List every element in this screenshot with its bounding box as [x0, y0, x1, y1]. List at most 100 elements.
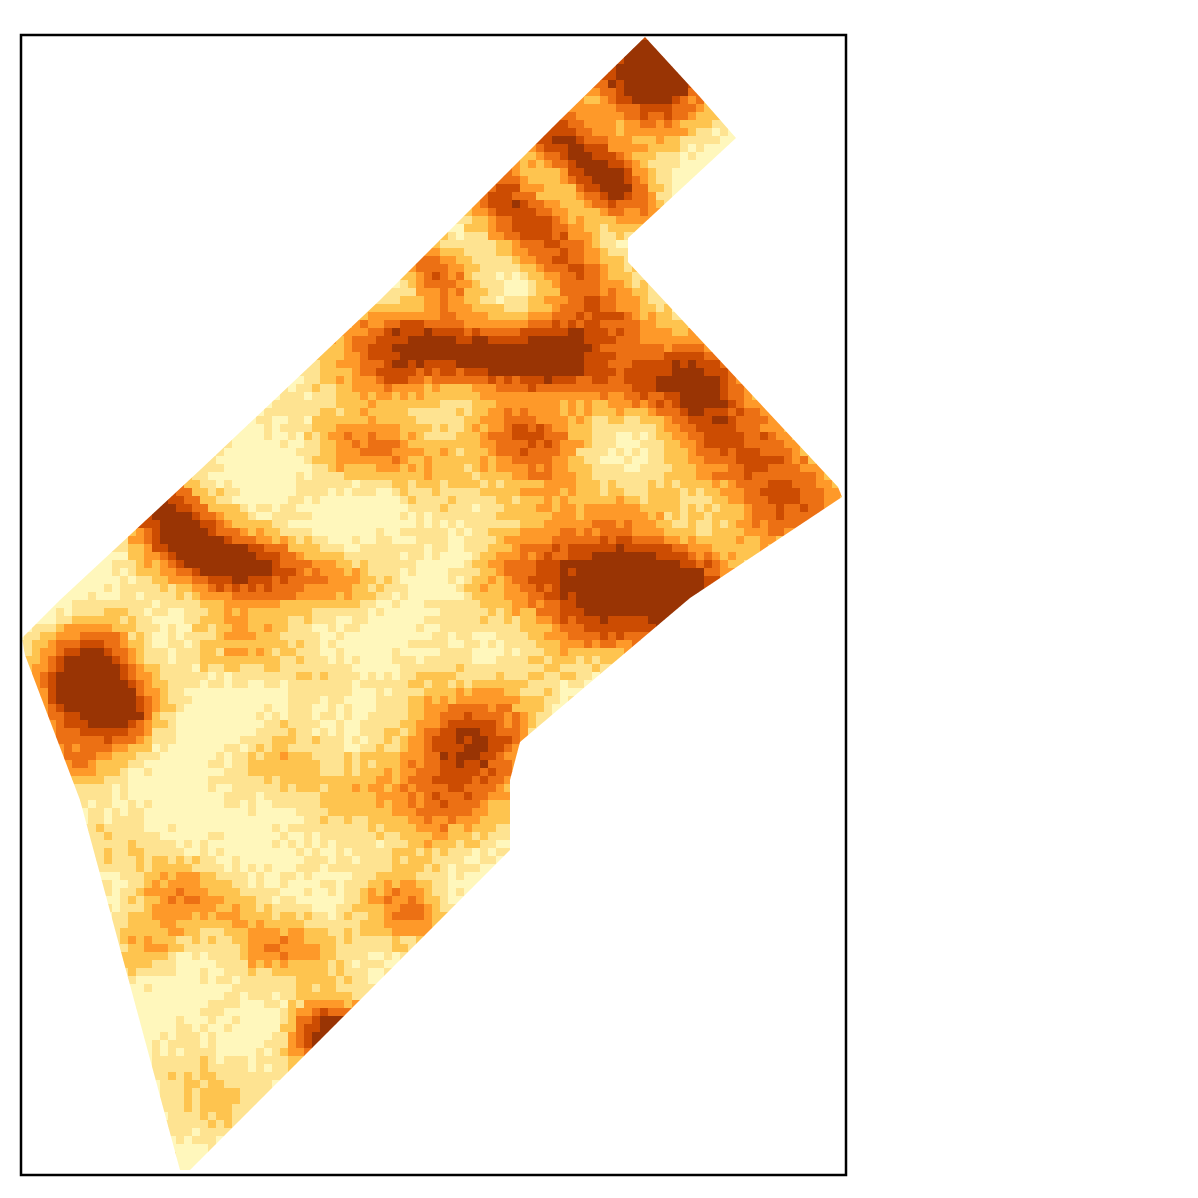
heatmap-cell: [384, 320, 393, 329]
heatmap-cell: [456, 256, 465, 265]
heatmap-cell: [400, 384, 409, 393]
heatmap-cell: [568, 352, 577, 361]
heatmap-cell: [576, 376, 585, 385]
heatmap-cell: [456, 336, 465, 345]
heatmap-cell: [544, 400, 553, 409]
heatmap-cell: [632, 208, 641, 217]
heatmap-cell: [520, 288, 529, 297]
heatmap-cell: [440, 312, 449, 321]
heatmap-cell: [368, 320, 377, 329]
heatmap-cell: [408, 376, 417, 385]
heatmap-cell: [560, 136, 569, 145]
heatmap-cell: [512, 208, 521, 217]
heatmap-cell: [464, 368, 473, 377]
heatmap-cell: [424, 280, 433, 289]
heatmap-cell: [608, 264, 617, 273]
heatmap-cell: [464, 400, 473, 409]
heatmap-cell: [560, 200, 569, 209]
heatmap-cell: [696, 344, 705, 353]
heatmap-cell: [480, 264, 489, 273]
heatmap-cell: [640, 176, 649, 185]
heatmap-cell: [584, 232, 593, 241]
heatmap-cell: [440, 376, 449, 385]
heatmap-cell: [416, 320, 425, 329]
heatmap-cell: [528, 376, 537, 385]
heatmap-cell: [368, 352, 377, 361]
heatmap-cell: [544, 376, 553, 385]
heatmap-cell: [640, 208, 649, 217]
heatmap-cell: [592, 112, 601, 121]
heatmap-cell: [560, 192, 569, 201]
heatmap-cell: [488, 304, 497, 313]
heatmap-cell: [392, 344, 401, 353]
heatmap-cell: [488, 400, 497, 409]
heatmap-cell: [560, 240, 569, 249]
heatmap-cell: [400, 280, 409, 289]
heatmap-cell: [584, 264, 593, 273]
heatmap-cell: [368, 400, 377, 409]
heatmap-cell: [472, 352, 481, 361]
heatmap-cell: [544, 328, 553, 337]
heatmap-cell: [368, 392, 377, 401]
heatmap-cell: [632, 288, 641, 297]
heatmap-cell: [624, 368, 633, 377]
heatmap-cell: [416, 360, 425, 369]
heatmap-cell: [624, 280, 633, 289]
heatmap-cell: [424, 328, 433, 337]
heatmap-cell: [640, 296, 649, 305]
heatmap-cell: [584, 152, 593, 161]
heatmap-cell: [552, 304, 561, 313]
heatmap-cell: [568, 392, 577, 401]
heatmap-cell: [608, 312, 617, 321]
heatmap-cell: [568, 184, 577, 193]
heatmap-cell: [544, 384, 553, 393]
heatmap-cell: [696, 400, 705, 409]
heatmap-cell: [440, 288, 449, 297]
heatmap-cell: [632, 392, 641, 401]
heatmap-cell: [288, 392, 297, 401]
heatmap-cell: [552, 248, 561, 257]
heatmap-cell: [536, 256, 545, 265]
heatmap-cell: [616, 352, 625, 361]
heatmap-cell: [512, 224, 521, 233]
heatmap-cell: [664, 88, 673, 97]
heatmap-cell: [624, 104, 633, 113]
heatmap-cell: [576, 344, 585, 353]
heatmap-cell: [576, 400, 585, 409]
heatmap-cell: [640, 320, 649, 329]
heatmap-cell: [696, 352, 705, 361]
heatmap-cell: [408, 344, 417, 353]
heatmap-cell: [432, 392, 441, 401]
heatmap-cell: [616, 280, 625, 289]
heatmap-cell: [408, 368, 417, 377]
heatmap-cell: [528, 176, 537, 185]
heatmap-cell: [464, 304, 473, 313]
heatmap-cell: [616, 288, 625, 297]
heatmap-cell: [608, 296, 617, 305]
heatmap-cell: [664, 104, 673, 113]
heatmap-cell: [424, 368, 433, 377]
heatmap-cell: [616, 256, 625, 265]
heatmap-cell: [480, 240, 489, 249]
heatmap-cell: [480, 352, 489, 361]
heatmap-cell: [464, 296, 473, 305]
heatmap-cell: [624, 392, 633, 401]
heatmap-cell: [544, 168, 553, 177]
heatmap-cell: [632, 56, 641, 65]
heatmap-cell: [600, 336, 609, 345]
heatmap-cell: [568, 264, 577, 273]
heatmap-cell: [528, 184, 537, 193]
heatmap-cell: [392, 288, 401, 297]
heatmap-cell: [512, 240, 521, 249]
heatmap-cell: [728, 376, 737, 385]
heatmap-cell: [504, 328, 513, 337]
heatmap-cell: [688, 336, 697, 345]
heatmap-cell: [640, 104, 649, 113]
heatmap-cell: [688, 360, 697, 369]
heatmap-cell: [456, 296, 465, 305]
heatmap-cell: [488, 216, 497, 225]
heatmap-cell: [632, 376, 641, 385]
heatmap-cell: [536, 264, 545, 273]
heatmap-cell: [568, 368, 577, 377]
heatmap-cell: [576, 160, 585, 169]
